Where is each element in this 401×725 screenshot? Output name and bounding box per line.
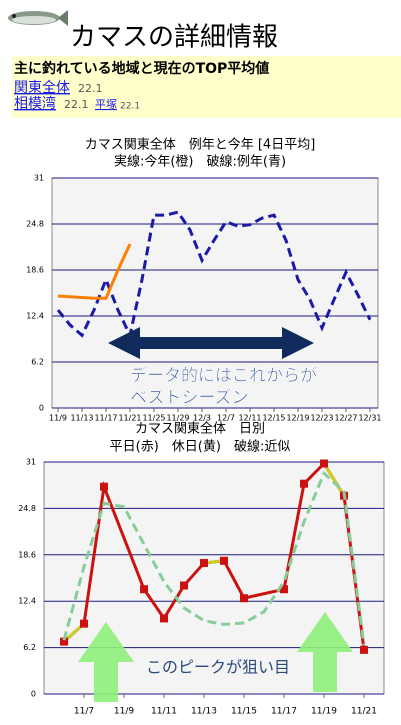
annotation-arrow <box>108 327 314 359</box>
y-tick-label: 0 <box>39 404 44 413</box>
x-tick-label: 11/11 <box>151 707 177 717</box>
chart-subtitle: 実線:今年(橙) 破線:例年(青) <box>114 154 286 170</box>
annotation-text: ベストシーズン <box>130 388 249 408</box>
x-tick-label: 12/11 <box>238 414 261 423</box>
y-tick-label: 24.8 <box>18 504 36 513</box>
annotation-text: データ的にはこれからが <box>130 365 317 386</box>
point-marker <box>240 594 248 603</box>
up-arrow <box>78 622 134 702</box>
x-tick-label: 11/15 <box>231 707 257 717</box>
chart-subtitle: 平日(赤) 休日(黄) 破線:近似 <box>110 439 291 455</box>
holiday-segment <box>322 462 346 497</box>
point-marker <box>160 614 168 623</box>
y-tick-label: 12.4 <box>18 597 36 606</box>
annotation-text: このピークが狙い目 <box>146 658 290 677</box>
plot-area <box>51 177 379 409</box>
x-tick-label: 11/13 <box>70 414 93 423</box>
x-tick-label: 12/31 <box>358 414 381 423</box>
y-tick-label: 24.8 <box>26 220 44 229</box>
page-title: カマスの詳細情報 <box>70 23 278 53</box>
chart-title: カマス関東全体 例年と今年 [4日平均] <box>85 137 316 153</box>
point-marker <box>60 637 68 646</box>
x-tick-label: 11/9 <box>114 707 134 717</box>
x-tick-label: 12/3 <box>193 414 211 423</box>
y-tick-label: 6.2 <box>31 358 44 367</box>
point-marker <box>140 585 148 594</box>
x-tick-label: 12/7 <box>217 414 235 423</box>
x-tick-label: 11/9 <box>49 414 67 423</box>
point-marker <box>220 556 228 565</box>
x-tick-label: 11/29 <box>166 414 189 423</box>
x-tick-label: 11/17 <box>94 414 117 423</box>
y-tick-label: 18.6 <box>18 550 36 559</box>
x-tick-label: 12/19 <box>286 414 309 423</box>
area-link[interactable]: 平塚 <box>95 98 117 111</box>
y-tick-label: 0 <box>31 690 36 699</box>
chart-title: カマス関東全体 日別 <box>135 421 265 437</box>
fish-icon <box>8 10 68 26</box>
x-tick-label: 11/21 <box>118 414 141 423</box>
y-tick-label: 31 <box>34 174 44 183</box>
area-value: 22.1 <box>120 102 140 112</box>
y-tick-label: 31 <box>26 458 36 467</box>
x-tick-label: 12/15 <box>262 414 285 423</box>
area-link[interactable]: 関東全体 <box>14 79 70 96</box>
point-marker <box>280 585 288 594</box>
point-marker <box>360 645 368 654</box>
series-line <box>57 243 132 300</box>
x-tick-label: 11/7 <box>74 707 94 717</box>
x-tick-label: 11/21 <box>351 707 377 717</box>
y-tick-label: 18.6 <box>26 266 44 275</box>
point-marker <box>300 479 308 488</box>
series-line <box>62 470 366 646</box>
point-marker <box>320 459 328 468</box>
point-marker <box>100 482 108 491</box>
x-tick-label: 11/19 <box>311 707 337 717</box>
point-marker <box>180 581 188 590</box>
point-marker <box>200 559 208 568</box>
y-tick-label: 12.4 <box>26 312 44 321</box>
x-tick-label: 12/23 <box>310 414 333 423</box>
summary-box <box>12 56 401 118</box>
area-value: 22.1 <box>64 98 89 111</box>
y-tick-label: 6.2 <box>23 643 36 652</box>
up-arrow <box>297 612 353 692</box>
x-tick-label: 11/13 <box>191 707 217 717</box>
x-tick-label: 12/27 <box>334 414 357 423</box>
summary-heading: 主に釣れている地域と現在のTOP平均値 <box>14 60 269 77</box>
point-marker <box>80 619 88 628</box>
double-arrow <box>108 327 314 359</box>
x-tick-label: 11/25 <box>142 414 165 423</box>
area-link[interactable]: 相模湾 <box>14 95 56 112</box>
x-tick-label: 11/17 <box>271 707 297 717</box>
area-value: 22.1 <box>78 82 103 95</box>
